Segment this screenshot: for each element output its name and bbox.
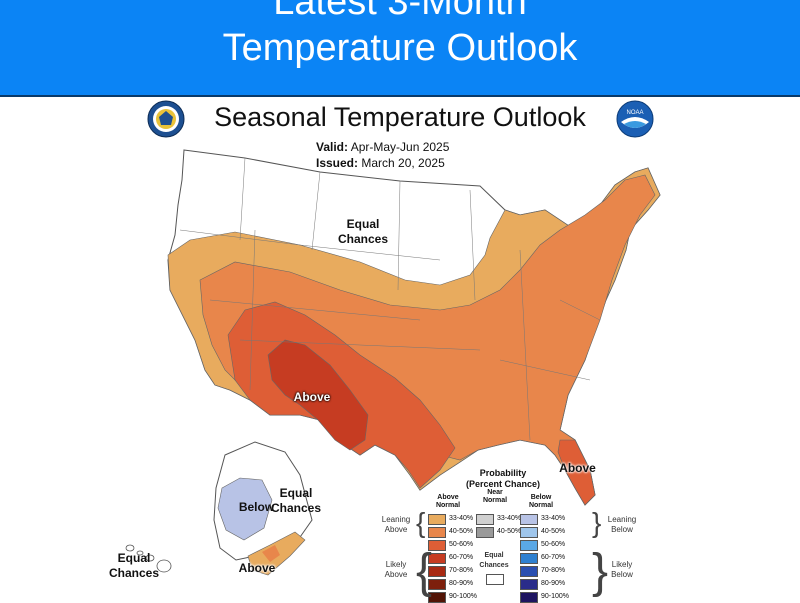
- legend-title: Probability (Percent Chance): [448, 468, 558, 490]
- legend-col-above-line1: Above: [437, 494, 459, 501]
- banner-title-line1: Latest 3-Month: [273, 0, 527, 23]
- legend-col-below-line1: Below: [530, 494, 552, 501]
- legend-title-line1: Probability: [479, 468, 527, 478]
- equal-chances-hi-line1: Equal: [117, 551, 151, 565]
- issued-value: March 20, 2025: [361, 156, 445, 170]
- legend-above-swatch: [428, 579, 446, 590]
- above-fl-label: Above: [559, 461, 596, 475]
- valid-label: Valid:: [316, 140, 349, 154]
- legend-likely-above: Likely Above: [378, 560, 414, 580]
- legend-above-label: 70-80%: [449, 567, 474, 574]
- legend-below-swatch: [520, 527, 538, 538]
- banner-title-line2: Temperature Outlook: [222, 27, 578, 69]
- legend-near-label: 40-50%: [497, 528, 522, 535]
- legend-above-swatch: [428, 514, 446, 525]
- above-50-60-florida: [557, 439, 596, 506]
- legend-below-label: 33-40%: [541, 515, 566, 522]
- legend-above-swatch: [428, 566, 446, 577]
- legend-col-near-line1: Near: [487, 489, 503, 496]
- legend-below-label: 80-90%: [541, 580, 566, 587]
- above-60-70-region: [267, 339, 369, 451]
- legend-leaning-above: Leaning Above: [378, 515, 414, 535]
- legend-above-swatch: [428, 553, 446, 564]
- issued-label: Issued:: [316, 156, 359, 170]
- equal-chances-hi-line2: Chances: [108, 566, 160, 580]
- legend-leaning-below: Leaning Below: [604, 515, 640, 535]
- legend-above-swatch: [428, 527, 446, 538]
- equal-chances-north-label: Equal Chances: [328, 217, 398, 247]
- banner: Latest 3-Month Temperature Outlook: [0, 0, 800, 97]
- legend-brace-leaning-above: {: [416, 507, 426, 538]
- legend-likely-above-line2: Above: [384, 570, 408, 579]
- equal-chances-hi-label: Equal Chances: [106, 551, 162, 581]
- legend-likely-below-line1: Likely: [611, 560, 633, 569]
- legend-leaning-below-line1: Leaning: [607, 515, 637, 524]
- legend-above-label: 80-90%: [449, 580, 474, 587]
- legend-brace-leaning-below: }: [592, 507, 602, 538]
- legend-col-above-line2: Normal: [435, 502, 461, 509]
- valid-value: Apr-May-Jun 2025: [350, 140, 450, 154]
- legend-brace-likely-above: {: [416, 545, 433, 598]
- hawaii-islands: [125, 544, 172, 573]
- legend-col-above: Above Normal: [428, 494, 468, 510]
- legend-likely-below: Likely Below: [604, 560, 640, 580]
- legend-equal-chances-line2: Chances: [479, 562, 509, 569]
- legend-col-near: Near Normal: [475, 489, 515, 505]
- equal-chances-ak-line2: Chances: [270, 501, 322, 515]
- legend-leaning-below-line2: Below: [611, 525, 633, 534]
- legend-near-swatch: [476, 527, 494, 538]
- legend-below-swatch: [520, 592, 538, 603]
- valid-line: Valid: Apr-May-Jun 2025: [316, 140, 449, 154]
- legend-above-label: 33-40%: [449, 515, 474, 522]
- equal-chances-ak-line1: Equal: [279, 486, 313, 500]
- legend-likely-below-line2: Below: [611, 570, 633, 579]
- alaska-above-core: [262, 545, 280, 562]
- legend-above-label: 40-50%: [449, 528, 474, 535]
- legend-below-swatch: [520, 566, 538, 577]
- commerce-seal-icon: [147, 100, 185, 138]
- issued-line: Issued: March 20, 2025: [316, 156, 445, 170]
- legend-equal-chances-swatch: [486, 574, 504, 585]
- legend-brace-likely-below: }: [592, 545, 609, 598]
- legend-col-near-line2: Normal: [482, 497, 508, 504]
- legend-above-label: 60-70%: [449, 554, 474, 561]
- map-title: Seasonal Temperature Outlook: [214, 102, 586, 132]
- noaa-logo-icon: NOAA: [616, 100, 654, 138]
- alaska-below-region: [217, 477, 273, 541]
- legend-near-label: 33-40%: [497, 515, 522, 522]
- above-ak-label: Above: [238, 561, 276, 575]
- legend-below-swatch: [520, 579, 538, 590]
- legend-equal-chances: Equal Chances: [474, 551, 514, 571]
- legend-leaning-above-line2: Above: [384, 525, 408, 534]
- legend-below-label: 70-80%: [541, 567, 566, 574]
- legend-below-swatch: [520, 553, 538, 564]
- above-sw-label: Above: [293, 390, 331, 404]
- legend-above-label: 50-60%: [449, 541, 474, 548]
- legend-likely-above-line1: Likely: [385, 560, 407, 569]
- legend-below-label: 40-50%: [541, 528, 566, 535]
- below-ak-label: Below: [238, 500, 275, 514]
- legend-col-below: Below Normal: [521, 494, 561, 510]
- legend-equal-chances-line1: Equal: [484, 552, 504, 559]
- legend-below-label: 90-100%: [541, 593, 570, 600]
- legend-below-label: 50-60%: [541, 541, 566, 548]
- legend-col-below-line2: Normal: [528, 502, 554, 509]
- probability-legend: Probability (Percent Chance) Above Norma…: [378, 466, 640, 603]
- legend-above-label: 90-100%: [449, 593, 478, 600]
- legend-below-swatch: [520, 514, 538, 525]
- equal-chances-north-line1: Equal: [346, 217, 380, 231]
- legend-leaning-above-line1: Leaning: [381, 515, 411, 524]
- equal-chances-ak-label: Equal Chances: [268, 486, 324, 516]
- legend-near-swatch: [476, 514, 494, 525]
- legend-title-line2: (Percent Chance): [465, 479, 541, 489]
- legend-below-swatch: [520, 540, 538, 551]
- svg-text:NOAA: NOAA: [626, 110, 643, 116]
- equal-chances-north-line2: Chances: [337, 232, 389, 246]
- legend-above-swatch: [428, 540, 446, 551]
- legend-below-label: 60-70%: [541, 554, 566, 561]
